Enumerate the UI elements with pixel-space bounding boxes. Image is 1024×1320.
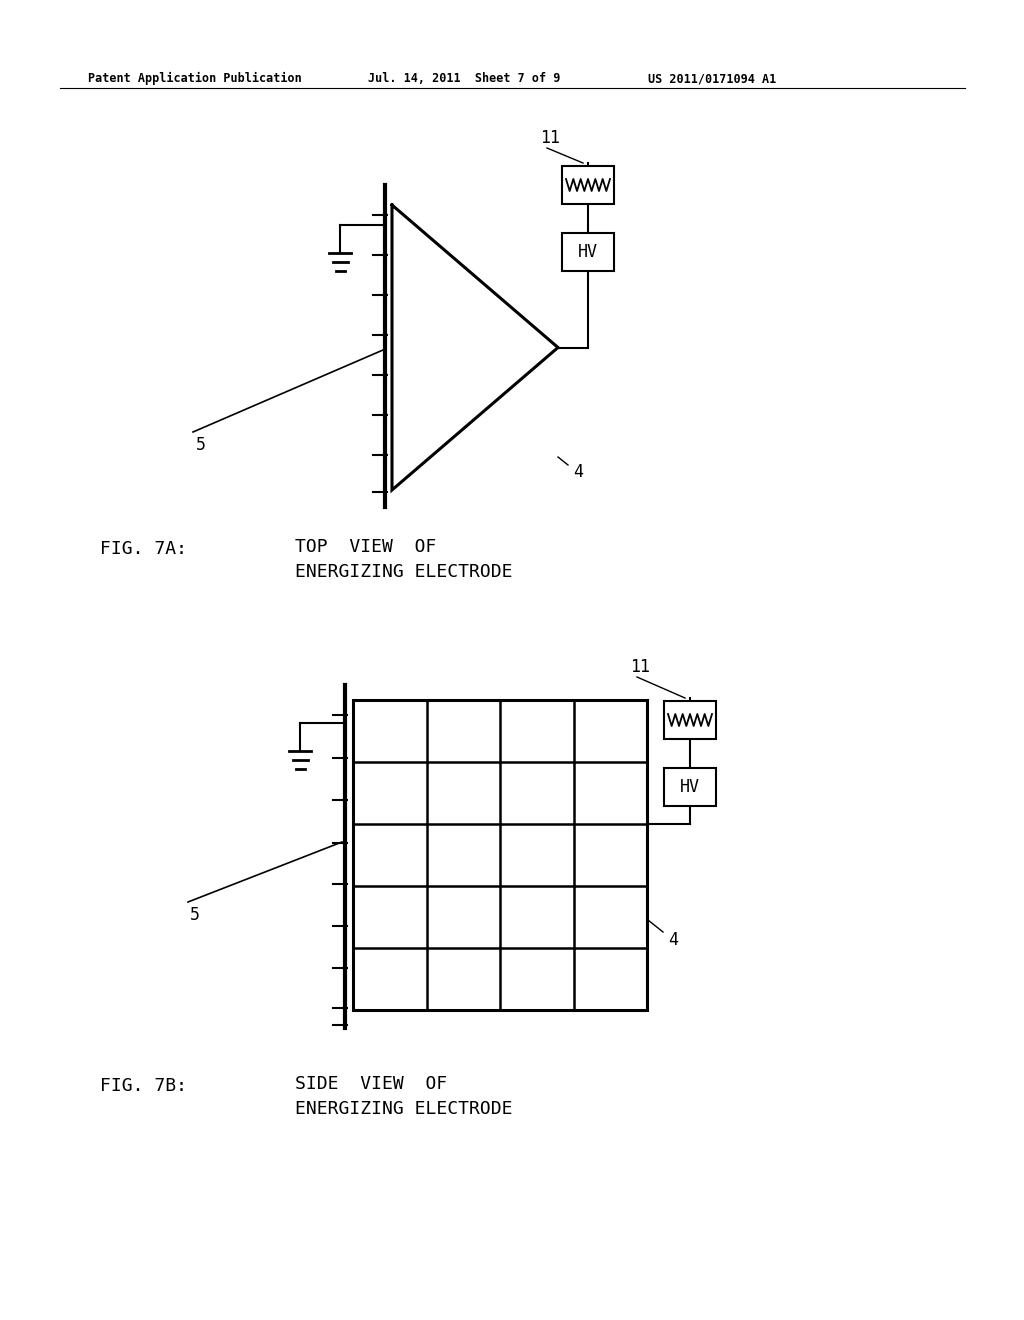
Text: US 2011/0171094 A1: US 2011/0171094 A1 [648,73,776,84]
Bar [353,700,647,1010]
Bar [664,701,716,739]
Text: 4: 4 [668,931,678,949]
Text: FIG. 7A:: FIG. 7A: [100,540,187,558]
Text: Jul. 14, 2011  Sheet 7 of 9: Jul. 14, 2011 Sheet 7 of 9 [368,73,560,84]
Text: Patent Application Publication: Patent Application Publication [88,73,302,84]
Bar [664,768,716,807]
Bar [562,234,614,271]
Text: SIDE  VIEW  OF: SIDE VIEW OF [295,1074,447,1093]
Text: ENERGIZING ELECTRODE: ENERGIZING ELECTRODE [295,564,512,581]
Bar [562,166,614,205]
Text: HV: HV [680,777,700,796]
Text: 4: 4 [573,463,583,480]
Text: HV: HV [578,243,598,261]
Text: 11: 11 [630,657,650,676]
Text: ENERGIZING ELECTRODE: ENERGIZING ELECTRODE [295,1100,512,1118]
Text: FIG. 7B:: FIG. 7B: [100,1077,187,1096]
Text: TOP  VIEW  OF: TOP VIEW OF [295,539,436,556]
Text: 11: 11 [540,129,560,147]
Text: 5: 5 [190,906,200,924]
Text: 5: 5 [196,436,206,454]
